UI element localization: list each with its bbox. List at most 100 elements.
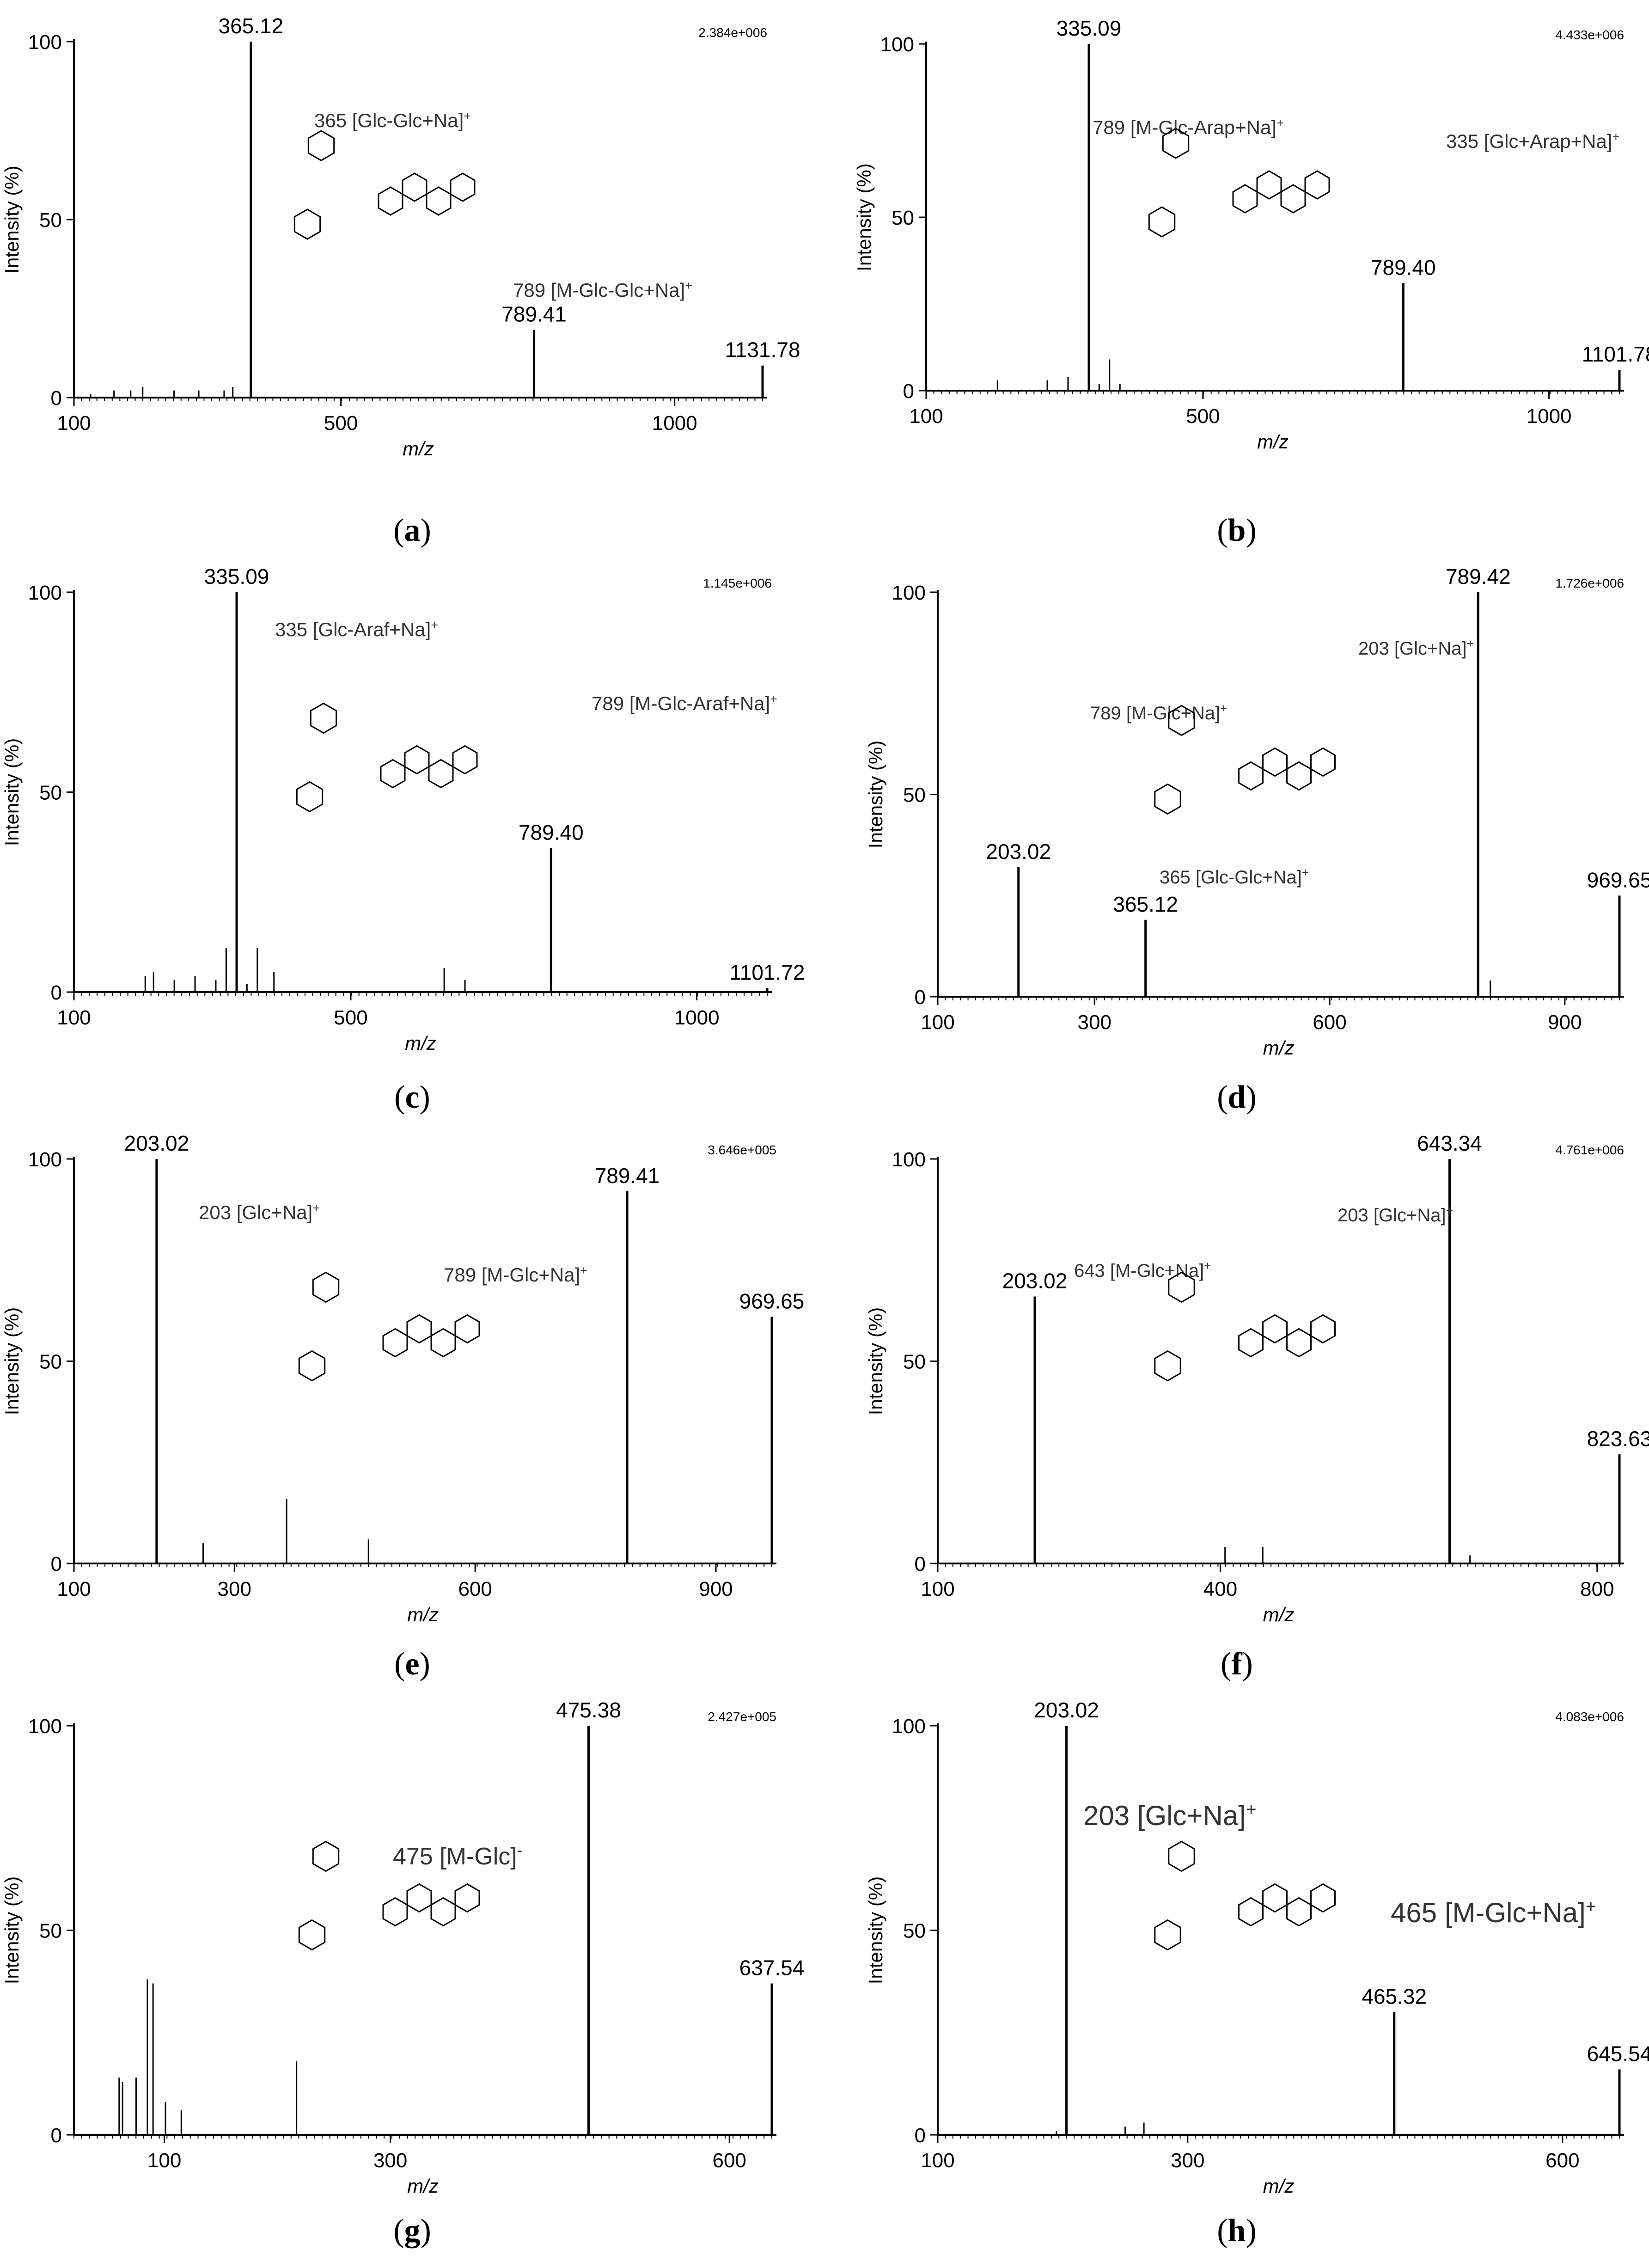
fragment-annotation: 335 [Glc-Araf+Na]+ [275,618,438,640]
x-axis-label: m/z [403,438,434,460]
ring [1238,1897,1264,1927]
ring [406,1883,432,1913]
peak-label: 789.40 [519,821,584,845]
annotation-charge: + [580,1263,587,1277]
ring [426,186,452,216]
ring [1262,747,1288,777]
intensity-scale-label: 2.427e+005 [708,1710,776,1724]
panel-label: (b) [1217,513,1257,548]
fragment-annotation: 789 [M-Glc+Na]+ [1090,701,1227,723]
peak-label: 823.63 [1587,1427,1649,1451]
x-tick-label: 300 [1171,2149,1204,2172]
sugar-ring [1154,1350,1181,1382]
y-tick-label: 50 [903,1920,926,1943]
spectrum-chart-f: 100 400 800 0 50 100 m/z Intensity (%) 4.761e+00… [865,1134,1649,1625]
fragment-annotation: 789 [M-Glc-Arap+Na]+ [1093,116,1284,138]
ring [1232,184,1258,214]
x-axis-label: m/z [1263,1037,1295,1059]
peak-label: 789.40 [1371,256,1436,280]
ring [430,1897,456,1927]
panel-label: (f) [1221,1646,1253,1682]
panel-letter: f [1231,1646,1242,1682]
x-tick-label: 300 [1078,1011,1112,1034]
spectrum-chart-e: 100 300 600 900 0 50 100 m/z Intensity (%) 3.646e… [1,1134,805,1625]
ring [1286,1897,1312,1927]
peak-label: 645.54 [1587,2041,1649,2066]
annotation-charge: + [1220,701,1227,715]
y-axis-label: Intensity (%) [853,163,875,271]
fragment-annotation: 365 [Glc-Glc+Na]+ [314,109,471,131]
intensity-scale-label: 4.761e+006 [1555,1143,1624,1157]
molecule-structure-icon [298,1840,480,1951]
peak-label: 637.54 [739,1956,805,1980]
annotation-charge: + [1276,116,1284,130]
annotation-charge: + [1612,130,1620,144]
ring [1286,761,1312,791]
x-tick-label: 400 [1203,1578,1237,1600]
y-tick-label: 0 [51,2124,62,2147]
ring [1238,761,1264,791]
fragment-annotation: 203 [Glc+Na]+ [199,1201,320,1223]
panel-b: 100 500 1000 0 50 100 m/z Intensity (%) 4.433e+0… [824,0,1649,567]
peak-label: 969.65 [1587,868,1649,892]
y-axis-label: Intensity (%) [1,1876,23,1984]
peak-label: 969.65 [739,1289,805,1313]
y-tick-label: 0 [915,986,926,1009]
molecule-structure-icon [293,130,476,240]
y-axis-label: Intensity (%) [1,166,23,273]
ring [1310,747,1336,777]
molecule-structure-icon [1154,705,1336,815]
x-tick-label: 500 [334,1006,367,1029]
annotation-charge: + [1302,865,1309,879]
panel-d: 100 300 600 900 0 50 100 m/z Intensity (%) 1.726e… [824,567,1649,1134]
x-tick-label: 900 [699,1578,733,1600]
y-tick-label: 0 [51,387,62,410]
y-tick-label: 100 [28,31,62,54]
y-axis-label: Intensity (%) [865,741,886,848]
y-tick-label: 0 [915,2124,926,2147]
sugar-ring [307,130,335,161]
sugar-ring [296,781,324,813]
y-tick-label: 100 [880,33,914,56]
ring [382,1328,408,1358]
fragment-annotation: 465 [M-Glc+Na]+ [1391,1897,1596,1929]
panel-g: 100 300 600 0 50 100 m/z Intensity (%) 2.427e+00… [0,1700,824,2267]
y-tick-label: 50 [39,782,62,804]
sugar-ring [312,1840,340,1872]
x-tick-label: 600 [1313,1011,1346,1034]
annotation-charge: - [517,1842,522,1859]
panel-letter: e [405,1646,420,1682]
ring [454,1314,480,1344]
spectrum-chart-c: 100 500 1000 0 50 100 m/z Intensity (%) 1.145e+0… [1,567,805,1054]
peak-label: 1131.78 [725,338,800,362]
sugar-ring [1154,1919,1181,1951]
ring [1286,1328,1312,1358]
molecule-structure-icon [296,702,478,813]
y-tick-label: 100 [28,1148,62,1171]
annotation-charge: + [1467,637,1474,650]
x-tick-label: 300 [373,2149,407,2172]
peak-label: 365.12 [219,14,284,38]
y-tick-label: 50 [39,209,62,232]
ring [1262,1883,1288,1913]
panel-h: 100 300 600 0 50 100 m/z Intensity (%) 4.083e+00… [824,1700,1649,2267]
x-tick-label: 100 [147,2149,181,2172]
x-tick-label: 300 [218,1578,251,1600]
y-tick-label: 0 [51,981,62,1004]
fragment-annotation: 365 [Glc-Glc+Na]+ [1160,865,1309,888]
panel-letter: h [1228,2213,1246,2249]
ring [450,172,476,202]
sugar-ring [293,208,321,240]
panel-label: (h) [1217,2213,1257,2249]
y-tick-label: 50 [892,207,914,229]
ring [402,172,428,202]
panel-a: 100 500 1000 0 50 100 m/z Intensity (%) 2.384e+0… [0,0,824,567]
ring [452,745,478,775]
fragment-annotation: 335 [Glc+Arap+Na]+ [1446,130,1619,152]
x-tick-label: 100 [921,2149,954,2172]
annotation-charge: + [1586,1897,1596,1917]
peak-label: 365.12 [1113,892,1178,916]
panel-f: 100 400 800 0 50 100 m/z Intensity (%) 4.761e+00… [824,1134,1649,1700]
y-tick-label: 100 [892,1715,926,1738]
spectrum-chart-d: 100 300 600 900 0 50 100 m/z Intensity (%) 1.726e… [865,567,1649,1059]
